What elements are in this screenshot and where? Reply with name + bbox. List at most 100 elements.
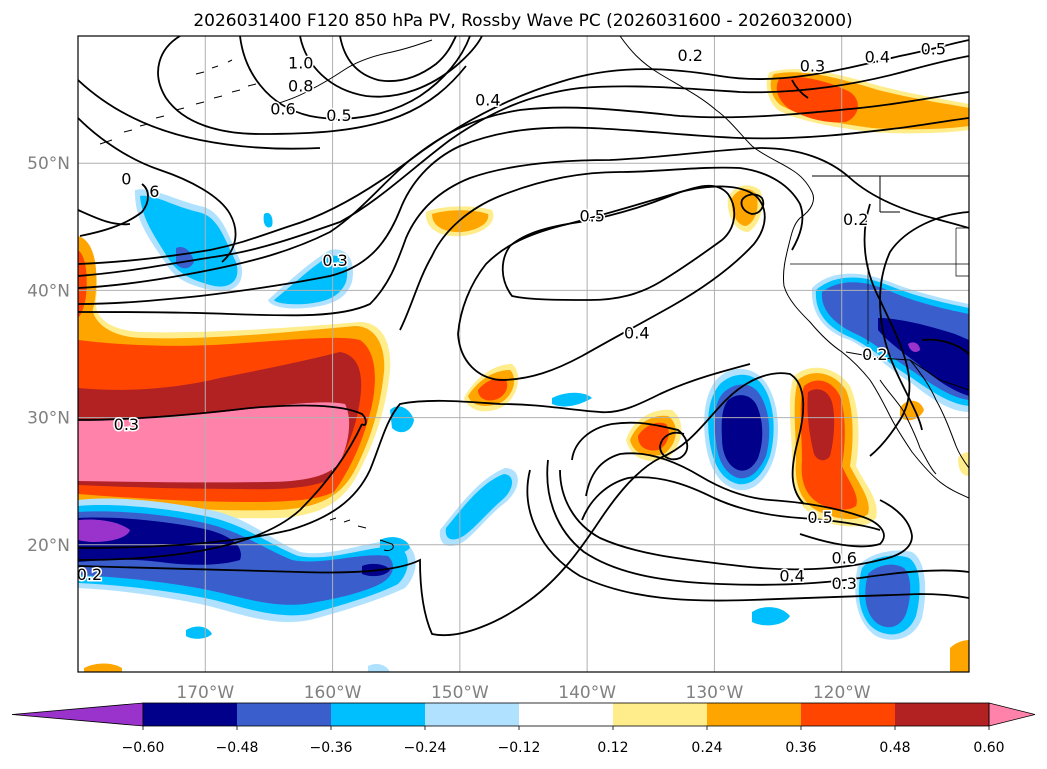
- map-panel: 1.0 0.8 0.6 0.5 0.4 0.2 0.3 0.4 0.5 0.5 0.2 0.3 0.4 0…: [77, 36, 969, 672]
- contour-27: [157, 36, 467, 135]
- shade-west-positive-pink: [78, 402, 350, 483]
- contour-5: [78, 147, 969, 317]
- chart-title: 2026031400 F120 850 hPa PV, Rossby Wave …: [193, 11, 852, 31]
- shade-small-cyan-f: [752, 607, 790, 626]
- contour-label: 0.4: [779, 566, 804, 585]
- lon-tick-label: 170°W: [176, 683, 234, 703]
- colorbar-segment: [425, 703, 520, 726]
- contour-1: [78, 39, 969, 265]
- shade-small-cyan-b: [390, 406, 414, 433]
- shade-small-cyan-d: [380, 537, 410, 555]
- colorbar-tick-label: 0.48: [879, 740, 910, 756]
- lat-tick-label: 50°N: [27, 154, 70, 174]
- contour-18: [526, 469, 969, 602]
- colorbar-segment: [331, 703, 426, 726]
- colorbar-extend-high: [988, 702, 1036, 727]
- lon-tick-label: 120°W: [813, 683, 871, 703]
- colorbar: −0.60 −0.48 −0.36 −0.24 −0.12 0.12 0.24 0.36 0.4…: [11, 702, 1036, 756]
- lon-tick-label: 150°W: [431, 683, 489, 703]
- coastline-hawaii: [329, 517, 394, 551]
- contour-21: [921, 338, 969, 355]
- colorbar-tick-label: 0.12: [597, 740, 628, 756]
- contour-20: [879, 211, 969, 431]
- contour-label: 0.3: [114, 415, 139, 434]
- colorbar-segment: [519, 703, 614, 726]
- shade-pos-blob-g: [950, 640, 969, 672]
- shade-ene-negative-navy: [878, 318, 969, 396]
- lat-tick-label: 20°N: [27, 536, 70, 556]
- contour-label: 0.2: [843, 210, 868, 229]
- contour-8: [457, 185, 766, 381]
- map-frame: [77, 35, 970, 673]
- lon-tick-label: 160°W: [304, 683, 362, 703]
- contour-14: [585, 452, 885, 548]
- coastlines: [99, 36, 969, 551]
- colorbar-tick-label: −0.36: [310, 740, 353, 756]
- colorbar-tick-label: −0.60: [122, 740, 165, 756]
- contour-label: 0.6: [832, 549, 857, 568]
- contour-label: 0.4: [475, 91, 500, 110]
- contour-9: [78, 423, 363, 561]
- pv-contours: [78, 36, 969, 636]
- contour-26: [239, 36, 471, 120]
- contour-label: 0.5: [580, 206, 605, 225]
- shade-e-positive-darkred: [807, 389, 835, 461]
- contour-label: 0.4: [865, 47, 890, 66]
- contour-16: [559, 469, 913, 571]
- shade-small-cyan-a: [263, 212, 273, 228]
- contour-label: 0.5: [326, 106, 351, 125]
- latitude-tick-labels: 50°N 40°N 30°N 20°N: [27, 154, 70, 556]
- shade-small-cyan-g: [368, 664, 390, 672]
- colorbar-segment: [143, 703, 238, 726]
- shade-pos-blob-h: [84, 663, 122, 672]
- contour-23: [791, 79, 809, 99]
- colorbar-segment: [895, 703, 990, 726]
- lat-tick-label: 30°N: [27, 409, 70, 429]
- contour-19: [863, 203, 911, 457]
- colorbar-frame: [142, 702, 990, 727]
- contour-label: 0.3: [800, 56, 825, 75]
- contour-label: 0.2: [77, 565, 102, 584]
- shade-pos-blob-b-red: [478, 378, 508, 401]
- contour-label: 6: [149, 182, 159, 201]
- shade-west-edge-lobe-red: [78, 250, 87, 318]
- longitude-tick-labels: 170°W 160°W 150°W 140°W 130°W 120°W: [176, 683, 870, 703]
- colorbar-tick-label: 0.24: [691, 740, 722, 756]
- colorbar-segment: [801, 703, 896, 726]
- contour-29: [78, 79, 321, 150]
- shade-small-cyan-c: [552, 392, 592, 407]
- border-us-mexico: [845, 351, 969, 391]
- colorbar-segment: [707, 703, 802, 726]
- contour-label: 0.6: [270, 100, 295, 119]
- contour-7: [501, 184, 736, 301]
- colorbar-segment: [613, 703, 708, 726]
- shade-mid-negative-cyan: [445, 474, 513, 540]
- colorbar-extend-low: [11, 702, 144, 727]
- contour-label: 0.5: [921, 40, 946, 59]
- contour-17: [546, 459, 969, 586]
- colorbar-tick-label: −0.24: [404, 740, 447, 756]
- contour-label: 1.0: [288, 54, 313, 73]
- contour-31: [79, 183, 149, 237]
- lon-tick-label: 140°W: [558, 683, 616, 703]
- shade-pos-blob-f: [958, 452, 969, 476]
- contour-labels: 1.0 0.8 0.6 0.5 0.4 0.2 0.3 0.4 0.5 0.5 0.2 0.3 0.4 0…: [77, 38, 948, 594]
- contour-label: 0.8: [288, 77, 313, 96]
- lon-tick-label: 130°W: [686, 683, 744, 703]
- contour-4: [78, 117, 969, 305]
- contour-24: [339, 36, 457, 82]
- contour-label: 0.5: [807, 508, 832, 527]
- shade-sw-negative-purple: [78, 519, 130, 542]
- contour-label: 0.3: [322, 251, 347, 270]
- shade-ene-negative-purple: [908, 342, 920, 352]
- colorbar-segment: [237, 703, 332, 726]
- contour-10: [78, 404, 367, 426]
- shade-pos-blob-d-orange: [731, 189, 758, 226]
- contour-15: [581, 476, 881, 531]
- contour-30: [78, 209, 131, 226]
- lat-tick-label: 40°N: [27, 281, 70, 301]
- contour-label: 0.3: [832, 574, 857, 593]
- contour-3: [78, 91, 969, 289]
- coastline-gulf-ca: [909, 359, 969, 469]
